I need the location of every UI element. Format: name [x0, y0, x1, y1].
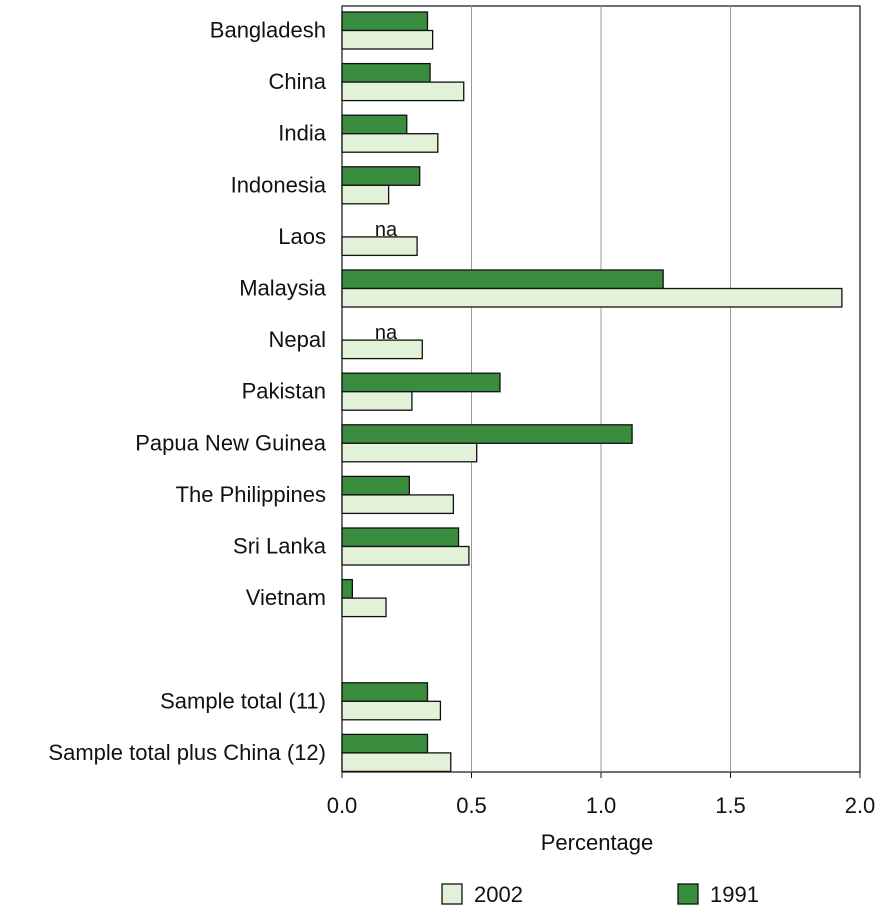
bar-2002 — [341, 236, 418, 257]
bar-1991 — [341, 269, 664, 290]
category-label: The Philippines — [176, 482, 326, 507]
category-label: Pakistan — [242, 379, 326, 404]
bar-2002 — [341, 597, 387, 618]
bar-2002 — [341, 545, 470, 566]
bar-2002 — [341, 339, 423, 360]
category-label: China — [269, 69, 327, 94]
bar-2002 — [341, 752, 452, 773]
category-label: Malaysia — [239, 276, 327, 301]
category-label: Bangladesh — [210, 18, 326, 43]
bar-1991 — [341, 475, 410, 496]
bar-1991 — [341, 372, 501, 393]
bar-1991 — [341, 62, 431, 83]
category-label: Sample total (11) — [160, 688, 326, 713]
bar-2002 — [341, 133, 439, 153]
x-tick-label: 0.5 — [456, 793, 487, 818]
category-label: Indonesia — [231, 172, 327, 197]
legend-swatch-1991 — [677, 883, 699, 905]
bar-1991 — [341, 114, 408, 135]
x-tick-label: 1.0 — [586, 793, 617, 818]
bar-1991 — [341, 424, 633, 444]
bar-2002 — [341, 700, 442, 721]
category-label: India — [278, 121, 326, 146]
x-tick-label: 2.0 — [845, 793, 876, 818]
bar-2002 — [341, 391, 413, 411]
bar-1991 — [341, 733, 429, 754]
category-label: Papua New Guinea — [135, 430, 327, 455]
category-labels: Bangladesh China India Indonesia Laos Malaysi… — [48, 18, 326, 765]
category-label: Vietnam — [246, 585, 326, 610]
x-tick-label: 1.5 — [715, 793, 746, 818]
bar-2002 — [341, 81, 465, 102]
legend-label-2002: 2002 — [474, 882, 523, 907]
bar-1991 — [341, 11, 429, 32]
category-label: Laos — [278, 224, 326, 249]
bar-1991 — [341, 166, 421, 186]
bar-2002 — [341, 29, 434, 50]
bar-2002 — [341, 184, 390, 205]
bar-1991 — [341, 682, 429, 702]
na-label: na — [375, 322, 398, 344]
bars: na na — [341, 11, 843, 773]
category-label: Sri Lanka — [233, 534, 327, 559]
bar-2002 — [341, 442, 478, 463]
legend: 2002 1991 — [441, 882, 759, 907]
bar-1991 — [341, 578, 354, 599]
x-tick-label: 0.0 — [327, 793, 358, 818]
bar-2002 — [341, 287, 843, 308]
x-ticks: 0.0 0.5 1.0 1.5 2.0 — [327, 772, 876, 818]
na-label: na — [375, 219, 398, 241]
bar-2002 — [341, 494, 455, 515]
legend-swatch-2002 — [441, 883, 463, 905]
x-axis-title: Percentage — [541, 830, 654, 855]
category-label: Sample total plus China (12) — [48, 740, 326, 765]
bar-1991 — [341, 527, 460, 548]
category-label: Nepal — [269, 327, 326, 352]
legend-label-1991: 1991 — [710, 882, 759, 907]
